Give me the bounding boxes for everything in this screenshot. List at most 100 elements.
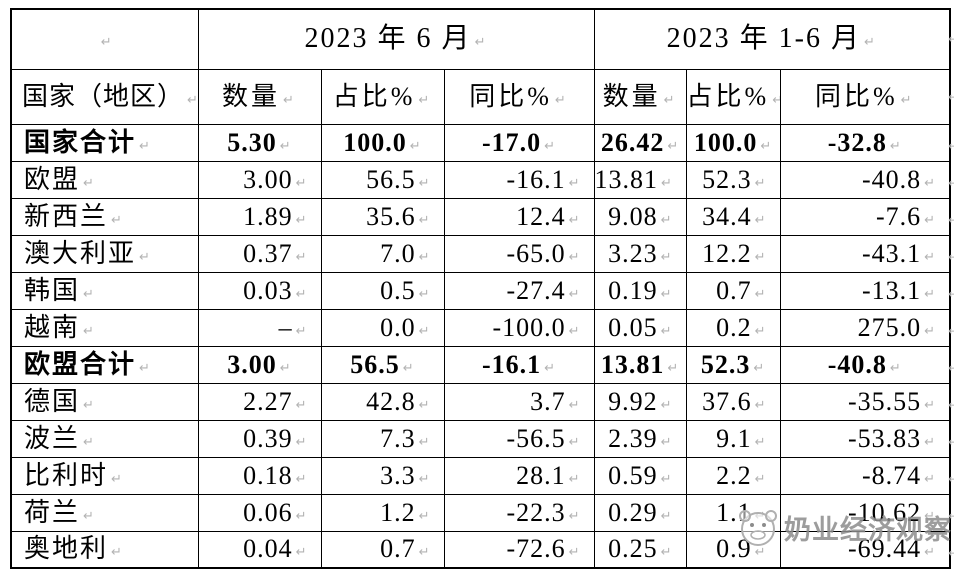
col-header-yoy-2: 同比%: [779, 68, 951, 125]
corner-label-cell: 国家（地区）: [10, 68, 199, 125]
col-header-quantity-1: 数量: [197, 68, 322, 125]
cell-value: 35.6: [320, 197, 445, 236]
cell-value: 2.27: [197, 382, 322, 421]
cell-value: -69.44: [779, 530, 951, 569]
header-columns-row: 国家（地区） 数量 占比% 同比% 数量 占比% 同比%: [10, 68, 951, 125]
cell-value: 12.2: [685, 234, 781, 273]
cell-value: 34.4: [685, 197, 781, 236]
cell-value: 0.2: [685, 308, 781, 347]
cell-value: 13.81: [593, 345, 687, 384]
header-group-row: 2023 年 6 月 2023 年 1-6 月: [10, 8, 951, 70]
row-label: 欧盟合计: [10, 345, 199, 384]
cell-value: -17.0: [443, 123, 595, 162]
row-label: 国家合计: [10, 123, 199, 162]
cell-value: -22.3: [443, 493, 595, 532]
cell-value: 0.25: [593, 530, 687, 569]
cell-value: 56.5: [320, 160, 445, 199]
cell-value: 0.0: [320, 308, 445, 347]
cell-value: 1.89: [197, 197, 322, 236]
table-row-netherlands: 荷兰 0.06 1.2 -22.3 0.29 1.1 -10.62: [10, 493, 951, 532]
row-end-mark: ↵: [948, 324, 954, 338]
row-end-mark: ↵: [948, 90, 954, 104]
cell-value: -8.74: [779, 456, 951, 495]
cell-value: 0.59: [593, 456, 687, 495]
export-data-table: 2023 年 6 月 2023 年 1-6 月 国家（地区） 数量 占比% 同比…: [10, 8, 952, 569]
table-row-vietnam: 越南 – 0.0 -100.0 0.05 0.2 275.0: [10, 308, 951, 347]
cell-value: 0.9: [685, 530, 781, 569]
col-header-share-1: 占比%: [320, 68, 445, 125]
cell-value: 0.03: [197, 271, 322, 310]
table-row-poland: 波兰 0.39 7.3 -56.5 2.39 9.1 -53.83: [10, 419, 951, 458]
cell-value: 3.23: [593, 234, 687, 273]
cell-value: -16.1: [443, 160, 595, 199]
table-row-eu-total: 欧盟合计 3.00 56.5 -16.1 13.81 52.3 -40.8: [10, 345, 951, 384]
cell-value: 0.05: [593, 308, 687, 347]
cell-value: 100.0: [320, 123, 445, 162]
cell-value: 3.00: [197, 345, 322, 384]
cell-value: 275.0: [779, 308, 951, 347]
cell-value: -32.8: [779, 123, 951, 162]
cell-value: 7.3: [320, 419, 445, 458]
row-label: 新西兰: [10, 197, 199, 236]
cell-value: -40.8: [779, 160, 951, 199]
cell-value: 0.37: [197, 234, 322, 273]
cell-value: 0.29: [593, 493, 687, 532]
row-end-mark: ↵: [948, 361, 954, 375]
cell-value: -40.8: [779, 345, 951, 384]
col-header-share-2: 占比%: [685, 68, 781, 125]
cell-value: 100.0: [685, 123, 781, 162]
cell-value: 5.30: [197, 123, 322, 162]
group-header-jan-june: 2023 年 1-6 月: [593, 8, 951, 70]
cell-value: -100.0: [443, 308, 595, 347]
cell-value: 2.39: [593, 419, 687, 458]
row-end-mark: ↵: [948, 287, 954, 301]
data-table-container: 2023 年 6 月 2023 年 1-6 月 国家（地区） 数量 占比% 同比…: [10, 8, 952, 569]
table-row-new-zealand: 新西兰 1.89 35.6 12.4 9.08 34.4 -7.6: [10, 197, 951, 236]
cell-value: 0.5: [320, 271, 445, 310]
row-end-mark: ↵: [948, 546, 954, 560]
row-end-mark: ↵: [948, 213, 954, 227]
table-row-australia: 澳大利亚 0.37 7.0 -65.0 3.23 12.2 -43.1: [10, 234, 951, 273]
cell-value: –: [197, 308, 322, 347]
row-label: 澳大利亚: [10, 234, 199, 273]
cell-value: 0.39: [197, 419, 322, 458]
cell-value: 1.1: [685, 493, 781, 532]
row-end-mark: ↵: [948, 472, 954, 486]
cell-value: 0.18: [197, 456, 322, 495]
cell-value: 26.42: [593, 123, 687, 162]
cell-value: 0.7: [685, 271, 781, 310]
cell-value: -10.62: [779, 493, 951, 532]
cell-value: 28.1: [443, 456, 595, 495]
cell-value: 42.8: [320, 382, 445, 421]
row-end-mark: ↵: [948, 176, 954, 190]
row-label: 欧盟: [10, 160, 199, 199]
table-row-total: 国家合计 5.30 100.0 -17.0 26.42 100.0 -32.8: [10, 123, 951, 162]
cell-value: 37.6: [685, 382, 781, 421]
corner-empty-cell: [10, 8, 199, 70]
cell-value: -27.4: [443, 271, 595, 310]
cell-value: -16.1: [443, 345, 595, 384]
cell-value: 3.3: [320, 456, 445, 495]
row-end-mark: ↵: [948, 139, 954, 153]
row-label: 越南: [10, 308, 199, 347]
table-row-belgium: 比利时 0.18 3.3 28.1 0.59 2.2 -8.74: [10, 456, 951, 495]
col-header-yoy-1: 同比%: [443, 68, 595, 125]
row-label: 奥地利: [10, 530, 199, 569]
row-end-mark: ↵: [948, 509, 954, 523]
row-end-mark: ↵: [948, 250, 954, 264]
cell-value: -13.1: [779, 271, 951, 310]
cell-value: 9.1: [685, 419, 781, 458]
cell-value: 0.06: [197, 493, 322, 532]
cell-value: 56.5: [320, 345, 445, 384]
table-row-austria: 奥地利 0.04 0.7 -72.6 0.25 0.9 -69.44: [10, 530, 951, 569]
table-row-south-korea: 韩国 0.03 0.5 -27.4 0.19 0.7 -13.1: [10, 271, 951, 310]
row-label: 韩国: [10, 271, 199, 310]
cell-value: -35.55: [779, 382, 951, 421]
cell-value: 9.92: [593, 382, 687, 421]
row-label: 比利时: [10, 456, 199, 495]
cell-value: -53.83: [779, 419, 951, 458]
row-end-mark: ↵: [948, 398, 954, 412]
cell-value: -43.1: [779, 234, 951, 273]
cell-value: -7.6: [779, 197, 951, 236]
cell-value: 12.4: [443, 197, 595, 236]
